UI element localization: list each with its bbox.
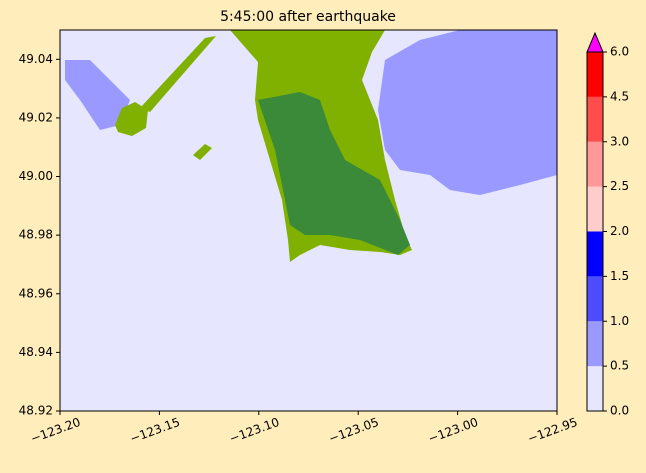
y-tick-label: 48.98 bbox=[19, 228, 53, 242]
colorbar-band bbox=[587, 231, 603, 277]
x-tick-label: −123.05 bbox=[327, 415, 381, 446]
x-tick-label: −123.15 bbox=[128, 415, 182, 446]
y-tick-label: 49.00 bbox=[19, 169, 53, 183]
flooded-water bbox=[65, 60, 130, 130]
inundated-land bbox=[258, 92, 410, 255]
x-tick-label: −122.95 bbox=[526, 415, 580, 446]
colorbar-band bbox=[587, 276, 603, 322]
x-tick-label: −123.10 bbox=[227, 415, 281, 446]
flooded-water bbox=[378, 30, 557, 195]
colorbar-tick-label: 3.0 bbox=[610, 134, 629, 148]
colorbar-band bbox=[587, 141, 603, 187]
colorbar-tick-label: 2.0 bbox=[610, 224, 629, 238]
colorbar-tick-label: 1.5 bbox=[610, 269, 629, 283]
colorbar-frame bbox=[586, 51, 604, 412]
chart-title: 5:45:00 after earthquake bbox=[220, 9, 396, 25]
colorbar-band bbox=[587, 366, 603, 411]
land bbox=[193, 144, 212, 160]
colorbar-band bbox=[587, 96, 603, 142]
y-tick-label: 48.96 bbox=[19, 286, 53, 300]
land bbox=[115, 102, 148, 136]
colorbar-tick-label: 4.5 bbox=[610, 89, 629, 103]
land bbox=[140, 36, 216, 112]
x-tick-label: −123.20 bbox=[29, 415, 83, 446]
colorbar-tick-label: 0.5 bbox=[610, 359, 629, 373]
map-layer bbox=[65, 30, 557, 262]
colorbar-tick-label: 2.5 bbox=[610, 179, 629, 193]
colorbar-tick-label: 0.0 bbox=[610, 404, 629, 418]
colorbar-tick-label: 1.0 bbox=[610, 314, 629, 328]
y-tick-label: 49.02 bbox=[19, 110, 53, 124]
colorbar-band bbox=[587, 52, 603, 97]
y-tick-label: 48.92 bbox=[19, 404, 53, 418]
colorbar-band bbox=[587, 321, 603, 367]
y-tick-label: 48.94 bbox=[19, 345, 53, 359]
colorbar-band bbox=[587, 186, 603, 232]
x-tick-label: −123.00 bbox=[426, 415, 480, 446]
colorbar-tick-label: 6.0 bbox=[610, 45, 629, 59]
y-tick-label: 49.04 bbox=[19, 52, 53, 66]
plot-frame bbox=[59, 29, 558, 412]
colorbar-extend bbox=[586, 31, 604, 53]
